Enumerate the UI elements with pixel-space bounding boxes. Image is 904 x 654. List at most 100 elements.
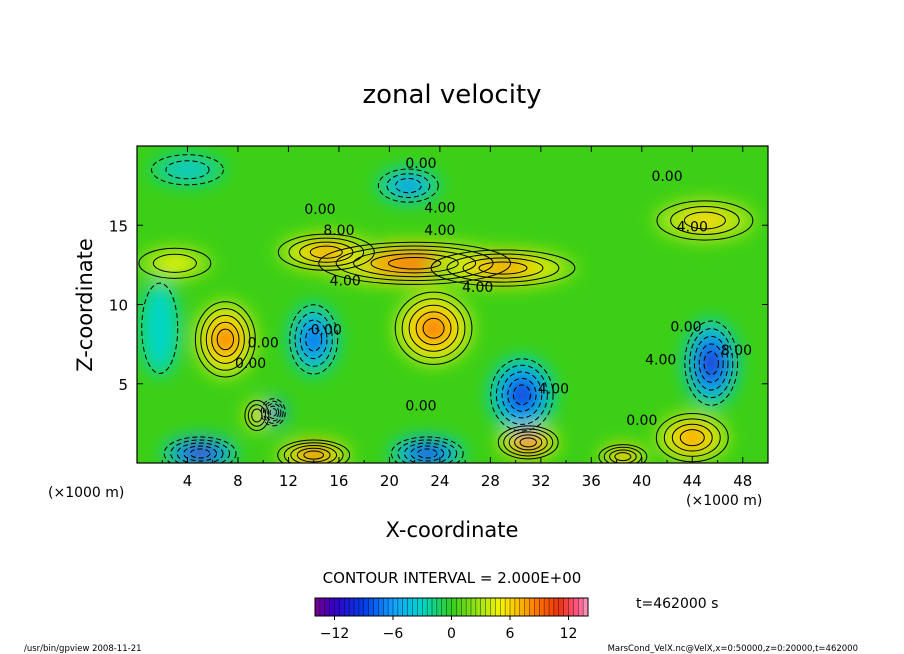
- contour-1-3: [478, 261, 528, 275]
- contour-label-17: 0.00: [626, 413, 657, 429]
- field-blob-6-3: [423, 318, 444, 338]
- contour-4-2: [683, 211, 726, 230]
- contour-16-4: [416, 448, 438, 459]
- contour-5-3: [211, 321, 240, 357]
- contour-8-1: [503, 428, 554, 457]
- colorbar-cell-39: [505, 598, 511, 616]
- contour-interval: CONTOUR INTERVAL = 2.000E+00: [323, 569, 582, 587]
- contour-label-8: 4.00: [462, 280, 493, 296]
- contour-10-0: [598, 444, 648, 463]
- contour-label-11: 0.00: [311, 323, 342, 339]
- contour-4-0: [656, 200, 754, 241]
- colorbar-cell-51: [563, 598, 569, 616]
- y-tick-label-2: 15: [109, 217, 128, 235]
- field-blob-10-3: [616, 453, 630, 460]
- contour-5-4: [216, 328, 235, 351]
- contour-2-0: [277, 233, 375, 271]
- x-tick-label-8: 36: [582, 472, 601, 490]
- x-tick-label-2: 12: [279, 472, 298, 490]
- contour-label-1: 0.00: [651, 169, 682, 185]
- y-tick-label-1: 10: [109, 297, 128, 315]
- contour-6-2: [408, 304, 459, 352]
- colorbar-cell-37: [495, 598, 501, 616]
- contour-2-1: [288, 237, 365, 267]
- contour-label-0: 0.00: [405, 156, 436, 172]
- contour-label-5: 8.00: [323, 223, 354, 239]
- colorbar-cell-12: [373, 598, 379, 616]
- colorbar-cell-45: [534, 598, 540, 616]
- contour-17-4: [269, 408, 278, 417]
- colorbar-cell-46: [539, 598, 545, 616]
- colorbar-cell-53: [573, 598, 579, 616]
- contour-12-3: [305, 327, 323, 352]
- contour-19-2: [251, 408, 263, 423]
- colorbar-cell-38: [500, 598, 506, 616]
- contour-18-1: [165, 160, 210, 180]
- x-tick-label-3: 16: [329, 472, 348, 490]
- colorbar-cell-14: [383, 598, 389, 616]
- colorbar-cell-31: [466, 598, 472, 616]
- colorbar-cell-10: [363, 598, 369, 616]
- plot-area: 0.00 0.00 0.00 4.00 4.00 8.00 4.00 4.00 4.00 0.00…: [137, 146, 768, 463]
- contour-2-3: [309, 245, 343, 259]
- contour-17-1: [262, 400, 284, 424]
- contour-1-0: [430, 249, 576, 287]
- colorbar-cell-3: [329, 598, 335, 616]
- contour-9-2: [290, 444, 338, 463]
- contour-14-0: [684, 320, 739, 406]
- field-blob-7-3: [682, 431, 702, 444]
- field-blob-12-3: [307, 330, 320, 349]
- colorbar-cell-23: [427, 598, 433, 616]
- y-tick-label-0: 5: [118, 376, 128, 394]
- colorbar-cell-41: [514, 598, 521, 616]
- footer-left: /usr/bin/gpview 2008-11-21: [24, 644, 142, 654]
- field-blob-16-4: [419, 450, 435, 457]
- contour-label-16: 8.00: [721, 343, 752, 359]
- colorbar-tick-label-0: −12: [320, 626, 350, 642]
- contour-11-0: [377, 168, 439, 203]
- colorbar-tick-label-2: 0: [447, 626, 456, 642]
- contour-15-4: [189, 448, 211, 459]
- contour-label-2: 0.00: [304, 202, 335, 218]
- contour-label-15: 4.00: [645, 353, 676, 369]
- contour-17-2: [265, 403, 282, 422]
- contour-12-1: [294, 311, 333, 367]
- colorbar-cell-40: [510, 598, 516, 616]
- colorbar-cell-18: [402, 598, 408, 616]
- contour-6-1: [401, 298, 466, 359]
- contour-0-0: [318, 241, 512, 285]
- colorbar-cell-19: [407, 598, 413, 616]
- contour-16-1: [397, 439, 458, 463]
- field-blob-4-1: [679, 210, 731, 231]
- colorbar-cell-24: [432, 598, 438, 616]
- colorbar-cell-17: [397, 598, 404, 616]
- contour-19-1: [247, 404, 266, 427]
- contour-17-0: [260, 398, 286, 427]
- colorbar: [314, 597, 589, 617]
- colorbar-tick-label-4: 12: [560, 626, 578, 642]
- x-unit-left: (×1000 m): [48, 485, 124, 501]
- colorbar-cell-4: [334, 598, 340, 616]
- colorbar-cell-13: [378, 598, 384, 616]
- contour-0-1: [335, 245, 494, 282]
- field-blob-17-4: [270, 409, 276, 416]
- colorbar-cell-30: [461, 598, 467, 616]
- colorbar-tick-label-1: −6: [383, 626, 404, 642]
- colorbar-cell-44: [529, 598, 535, 616]
- colorbar-cell-0: [315, 598, 321, 616]
- contour-7-1: [663, 418, 721, 457]
- time-label: t=462000 s: [636, 596, 718, 612]
- colorbar-cell-48: [549, 598, 555, 616]
- contour-9-1: [283, 442, 344, 463]
- contour-18-0: [151, 154, 224, 186]
- field-blob-20-0: [140, 280, 179, 376]
- colorbar-cell-9: [358, 598, 365, 616]
- y-axis: 5 10 15: [109, 217, 768, 394]
- colorbar-cell-32: [471, 598, 477, 616]
- x-tick-label-6: 28: [481, 472, 500, 490]
- contour-lines: [138, 154, 754, 463]
- contour-19-0: [244, 399, 270, 432]
- contour-label-10: 0.00: [235, 356, 266, 372]
- field-blob-5-3: [217, 329, 234, 350]
